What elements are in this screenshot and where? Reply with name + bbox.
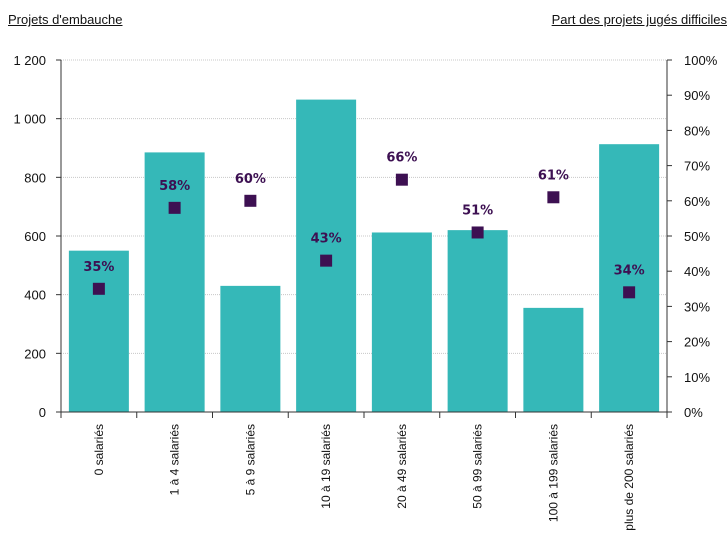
- category-label: 10 à 19 salariés: [319, 424, 333, 509]
- bar: [371, 232, 432, 412]
- share-label: 34%: [614, 263, 645, 278]
- share-marker: [471, 226, 484, 239]
- left-tick-label: 400: [24, 288, 46, 303]
- share-label: 43%: [311, 232, 342, 247]
- share-marker: [395, 173, 408, 186]
- share-marker: [547, 191, 560, 204]
- right-tick-label: 30%: [684, 299, 710, 314]
- category-label: 20 à 49 salariés: [395, 424, 409, 509]
- right-tick-label: 100%: [684, 53, 718, 68]
- right-tick-label: 80%: [684, 123, 710, 138]
- share-marker: [244, 194, 257, 207]
- category-label: 0 salariés: [92, 424, 106, 475]
- right-tick-label: 40%: [684, 264, 710, 279]
- category-label: 1 à 4 salariés: [168, 424, 182, 495]
- right-tick-label: 70%: [684, 159, 710, 174]
- share-label: 51%: [462, 203, 493, 218]
- right-axis-title: Part des projets jugés difficiles: [551, 12, 727, 27]
- bar: [68, 250, 129, 412]
- category-label: 100 à 199 salariés: [546, 424, 560, 522]
- left-tick-label: 800: [24, 170, 46, 185]
- right-tick-label: 10%: [684, 370, 710, 385]
- share-marker: [92, 282, 105, 295]
- right-tick-label: 20%: [684, 335, 710, 350]
- bar: [220, 285, 281, 412]
- bar: [447, 230, 508, 412]
- left-tick-label: 600: [24, 229, 46, 244]
- category-label: plus de 200 salariés: [622, 424, 636, 531]
- share-marker: [320, 254, 333, 267]
- left-tick-label: 0: [39, 405, 46, 420]
- left-tick-label: 1 000: [13, 112, 46, 127]
- category-label: 50 à 99 salariés: [471, 424, 485, 509]
- left-tick-label: 1 200: [13, 53, 46, 68]
- category-label: 5 à 9 salariés: [243, 424, 257, 495]
- right-tick-label: 90%: [684, 88, 710, 103]
- left-axis-title: Projets d'embauche: [8, 12, 123, 27]
- share-label: 58%: [159, 179, 190, 194]
- share-marker: [623, 286, 636, 299]
- right-tick-label: 0%: [684, 405, 703, 420]
- bar: [599, 144, 660, 413]
- share-label: 35%: [83, 260, 114, 275]
- share-label: 66%: [386, 151, 417, 166]
- right-tick-label: 60%: [684, 194, 710, 209]
- share-marker: [168, 201, 181, 214]
- share-label: 61%: [538, 168, 569, 183]
- bar: [523, 307, 584, 412]
- right-tick-label: 50%: [684, 229, 710, 244]
- bar: [144, 152, 205, 412]
- share-label: 60%: [235, 172, 266, 187]
- left-tick-label: 200: [24, 346, 46, 361]
